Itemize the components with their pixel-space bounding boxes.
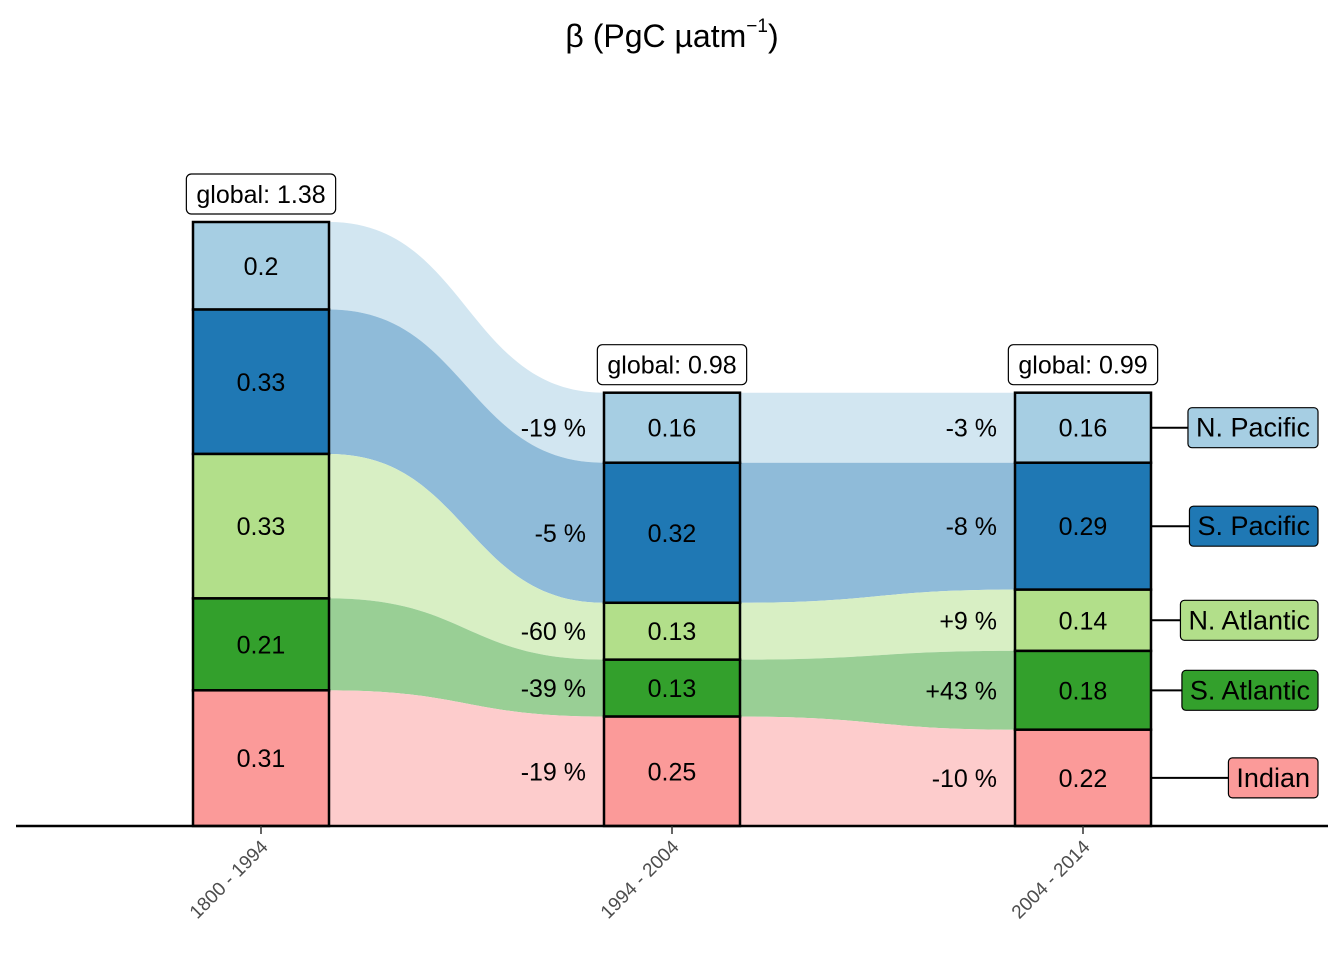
bar-value-label: 0.13	[648, 675, 697, 703]
x-tick-label: 2004 - 2014	[1008, 836, 1095, 923]
legend-label: S. Pacific	[1197, 511, 1310, 541]
chart-title: β (PgC µatm−1)	[0, 16, 1344, 55]
flow-band-s-pacific	[740, 462, 1015, 603]
flow-band-indian	[329, 690, 604, 826]
bar-segment	[1013, 649, 1153, 731]
legend-label: N. Pacific	[1196, 413, 1310, 443]
stacked-bars: 0.2 0.33 0.33 0.21 0.31 0.16 0.32 0.13 0.13 0.25 0…	[191, 220, 1153, 828]
x-tick-label: 1800 - 1994	[186, 836, 273, 923]
bar-segment	[1013, 461, 1153, 591]
bar-segment	[191, 220, 331, 311]
legend: N. Pacific S. Pacific N. Atlantic S. Atlant…	[1151, 407, 1319, 799]
bar-segment	[602, 715, 742, 828]
bar-segment	[602, 461, 742, 605]
bar-value-label: 0.29	[1059, 513, 1108, 541]
bar-value-label: 0.21	[237, 631, 286, 659]
change-label: -60 %	[521, 618, 586, 646]
total-labels: global: 1.38 global: 0.98 global: 0.99	[185, 173, 1159, 386]
chart-title-exponent: −1	[746, 16, 768, 38]
bar-value-label: 0.32	[648, 520, 697, 548]
change-label: -19 %	[521, 758, 586, 786]
x-axis: 1800 - 1994 1994 - 2004 2004 - 2014	[16, 824, 1328, 923]
total-label-box	[185, 173, 337, 215]
bar-segment	[1013, 728, 1153, 828]
bar-value-label: 0.2	[244, 253, 279, 281]
flow-band-s-atlantic	[740, 650, 1015, 730]
change-label: +9 %	[939, 607, 997, 635]
change-label: -10 %	[932, 765, 997, 793]
change-label: -3 %	[946, 415, 997, 443]
change-labels: -19 % -5 % -60 % -39 % -19 % -3 % -8 % +9 % +43 …	[521, 415, 997, 793]
flow-band-n-pacific	[740, 392, 1015, 463]
total-label: global: 1.38	[196, 181, 325, 209]
flow-band-n-atlantic	[740, 589, 1015, 660]
legend-label: S. Atlantic	[1190, 675, 1310, 705]
flow-band-s-atlantic	[329, 598, 604, 717]
bar-value-label: 0.16	[648, 415, 697, 443]
legend-label: Indian	[1236, 763, 1310, 793]
bar-segment	[602, 601, 742, 661]
chart-title-text: β (PgC µatm	[565, 18, 747, 54]
total-label: global: 0.98	[607, 352, 736, 380]
total-label-box	[596, 344, 748, 386]
total-label-box	[1007, 344, 1159, 386]
flow-band-s-pacific	[329, 309, 604, 603]
bar-value-label: 0.33	[237, 513, 286, 541]
change-label: -8 %	[946, 513, 997, 541]
bar-segment	[191, 597, 331, 692]
legend-label: N. Atlantic	[1188, 605, 1310, 635]
change-label: -19 %	[521, 415, 586, 443]
bar-value-label: 0.25	[648, 758, 697, 786]
bar-segment	[191, 452, 331, 600]
bar-value-label: 0.33	[237, 369, 286, 397]
total-label: global: 0.99	[1018, 352, 1147, 380]
bar-segment	[602, 658, 742, 718]
flow-band-n-pacific	[329, 222, 604, 463]
change-label: +43 %	[925, 677, 997, 705]
bar-value-label: 0.22	[1059, 765, 1108, 793]
bar-value-label: 0.14	[1059, 607, 1108, 635]
bar-value-label: 0.16	[1059, 415, 1108, 443]
chart-title-close: )	[767, 18, 779, 54]
bar-segment	[191, 308, 331, 456]
bar-value-label: 0.18	[1059, 677, 1108, 705]
change-label: -39 %	[521, 675, 586, 703]
bar-value-label: 0.31	[237, 745, 286, 773]
bar-value-label: 0.13	[648, 618, 697, 646]
change-label: -5 %	[535, 520, 586, 548]
flow-bands	[329, 222, 1015, 826]
flow-band-n-atlantic	[329, 453, 604, 660]
bar-segment	[191, 689, 331, 828]
flow-band-indian	[740, 716, 1015, 826]
x-tick-label: 1994 - 2004	[597, 836, 684, 923]
